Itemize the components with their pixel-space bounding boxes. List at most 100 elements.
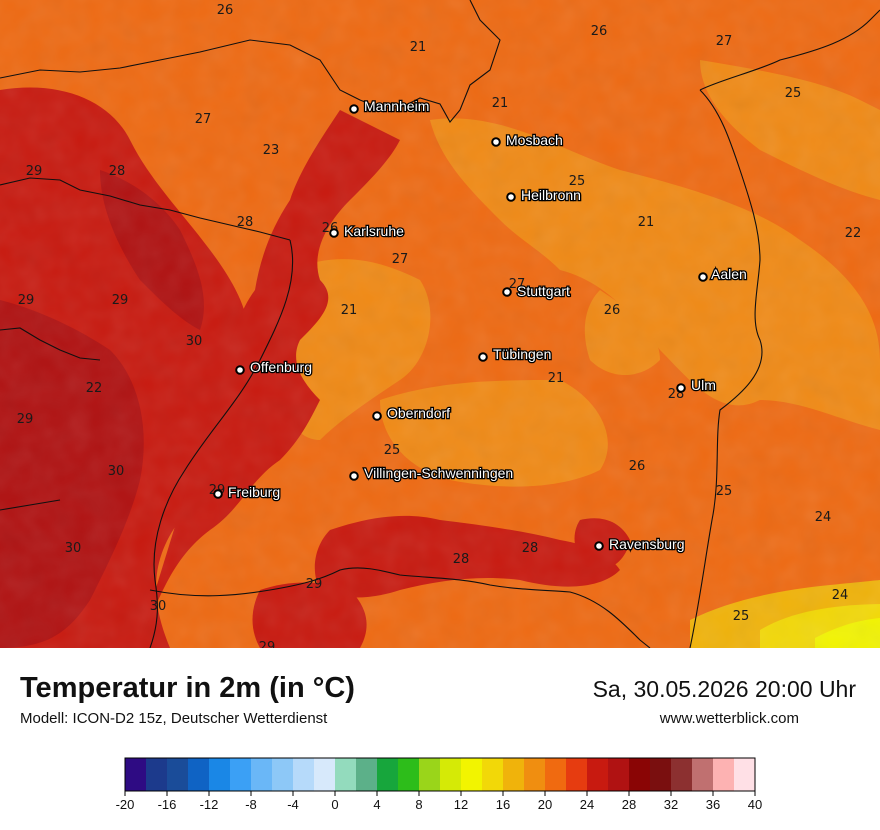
city-label: Stuttgart [517, 283, 570, 299]
model-info: Modell: ICON-D2 15z, Deutscher Wetterdie… [20, 710, 328, 727]
temperature-value: 27 [195, 112, 212, 127]
legend-swatch [146, 758, 168, 791]
temperature-value: 27 [392, 252, 409, 267]
city-label: Oberndorf [387, 405, 450, 421]
legend-tick-label: 36 [706, 797, 720, 812]
legend-swatch [650, 758, 672, 791]
temperature-value: 30 [108, 464, 125, 479]
temperature-value: 24 [832, 588, 849, 603]
legend-tick-label: 28 [622, 797, 636, 812]
city-label: Aalen [711, 266, 747, 282]
temperature-value: 29 [26, 164, 43, 179]
city-label: Karlsruhe [344, 223, 404, 239]
forecast-datetime: Sa, 30.05.2026 20:00 Uhr [592, 676, 856, 702]
legend-tick-label: -8 [245, 797, 257, 812]
city-label: Ulm [691, 377, 716, 393]
legend-swatch [251, 758, 273, 791]
legend-swatch [167, 758, 189, 791]
legend-tick-label: -20 [116, 797, 135, 812]
legend-swatch [671, 758, 693, 791]
temperature-value: 25 [716, 484, 733, 499]
legend-swatch [587, 758, 609, 791]
city-marker: Ulm [676, 376, 717, 394]
temperature-value: 21 [548, 371, 565, 386]
temperature-value: 30 [186, 334, 203, 349]
city-marker: Ravensburg [594, 535, 686, 553]
city-label: Mannheim [364, 98, 429, 114]
city-marker: Karlsruhe [329, 222, 405, 240]
legend-swatch [356, 758, 378, 791]
temperature-value: 21 [410, 40, 427, 55]
city-marker: Mannheim [349, 97, 431, 115]
legend-swatch [335, 758, 357, 791]
city-label: Mosbach [506, 132, 563, 148]
legend-swatch [230, 758, 252, 791]
legend-swatch [524, 758, 546, 791]
footer: Temperatur in 2m (in °C) Modell: ICON-D2… [0, 648, 880, 830]
temperature-value: 21 [492, 96, 509, 111]
legend-swatches [124, 757, 756, 792]
temperature-map: 26 21 26 27 25 27 23 29 28 21 25 28 26 2… [0, 0, 880, 648]
city-label: Tübingen [493, 346, 551, 362]
legend-tick-label: 0 [331, 797, 338, 812]
legend-swatch [713, 758, 735, 791]
temperature-value: 24 [815, 510, 832, 525]
city-label: Ravensburg [609, 536, 685, 552]
temperature-value: 28 [522, 541, 539, 556]
city-marker: Mosbach [491, 131, 564, 149]
legend-swatch [125, 758, 147, 791]
legend-swatch [692, 758, 714, 791]
color-legend: -20 -16 -12 -8 -4 0 4 8 12 16 20 24 28 32 36 40 [116, 757, 762, 812]
legend-swatch [377, 758, 399, 791]
legend-swatch [293, 758, 315, 791]
temperature-value: 30 [150, 599, 167, 614]
city-label: Villingen-Schwenningen [364, 465, 513, 481]
city-marker: Tübingen [478, 345, 553, 363]
legend-tick-label: 4 [373, 797, 380, 812]
legend-ticks: -20 -16 -12 -8 -4 0 4 8 12 16 20 24 28 32 36 40 [116, 791, 762, 812]
temperature-value: 29 [112, 293, 129, 308]
city-marker: Heilbronn [506, 186, 582, 204]
temperature-value: 26 [591, 24, 608, 39]
temperature-value: 22 [845, 226, 862, 241]
legend-tick-label: -12 [200, 797, 219, 812]
temperature-value: 28 [453, 552, 470, 567]
legend-swatch [419, 758, 441, 791]
city-label: Offenburg [250, 359, 312, 375]
temperature-value: 26 [604, 303, 621, 318]
legend-tick-label: 20 [538, 797, 552, 812]
legend-swatch [272, 758, 294, 791]
legend-swatch [629, 758, 651, 791]
legend-swatch [209, 758, 231, 791]
temperature-value: 26 [629, 459, 646, 474]
temperature-value: 22 [86, 381, 103, 396]
temperature-value: 25 [569, 174, 586, 189]
temperature-value: 28 [109, 164, 126, 179]
city-marker: Aalen [698, 265, 748, 283]
legend-tick-label: -4 [287, 797, 299, 812]
city-marker: Stuttgart [502, 282, 571, 300]
legend-tick-label: -16 [158, 797, 177, 812]
temperature-value: 28 [237, 215, 254, 230]
temperature-value: 26 [217, 3, 234, 18]
city-marker: Offenburg [235, 358, 313, 376]
legend-swatch [461, 758, 483, 791]
temperature-labels: 26 21 26 27 25 27 23 29 28 21 25 28 26 2… [17, 3, 862, 648]
temperature-value: 23 [263, 143, 280, 158]
temperature-value: 27 [509, 277, 526, 292]
legend-swatch [566, 758, 588, 791]
temperature-value: 25 [733, 609, 750, 624]
temperature-value: 21 [341, 303, 358, 318]
legend-swatch [734, 758, 756, 791]
legend-swatch [482, 758, 504, 791]
city-markers: Mannheim Mosbach Heilbronn Karlsruhe Aal… [213, 97, 748, 553]
city-label: Freiburg [228, 484, 280, 500]
city-marker: Freiburg [213, 483, 281, 501]
temperature-value: 21 [638, 215, 655, 230]
temperature-value: 29 [306, 577, 323, 592]
borders [0, 0, 880, 648]
temperature-value: 29 [259, 640, 276, 648]
legend-frame [124, 757, 756, 792]
legend-tick-label: 12 [454, 797, 468, 812]
legend-swatch [398, 758, 420, 791]
